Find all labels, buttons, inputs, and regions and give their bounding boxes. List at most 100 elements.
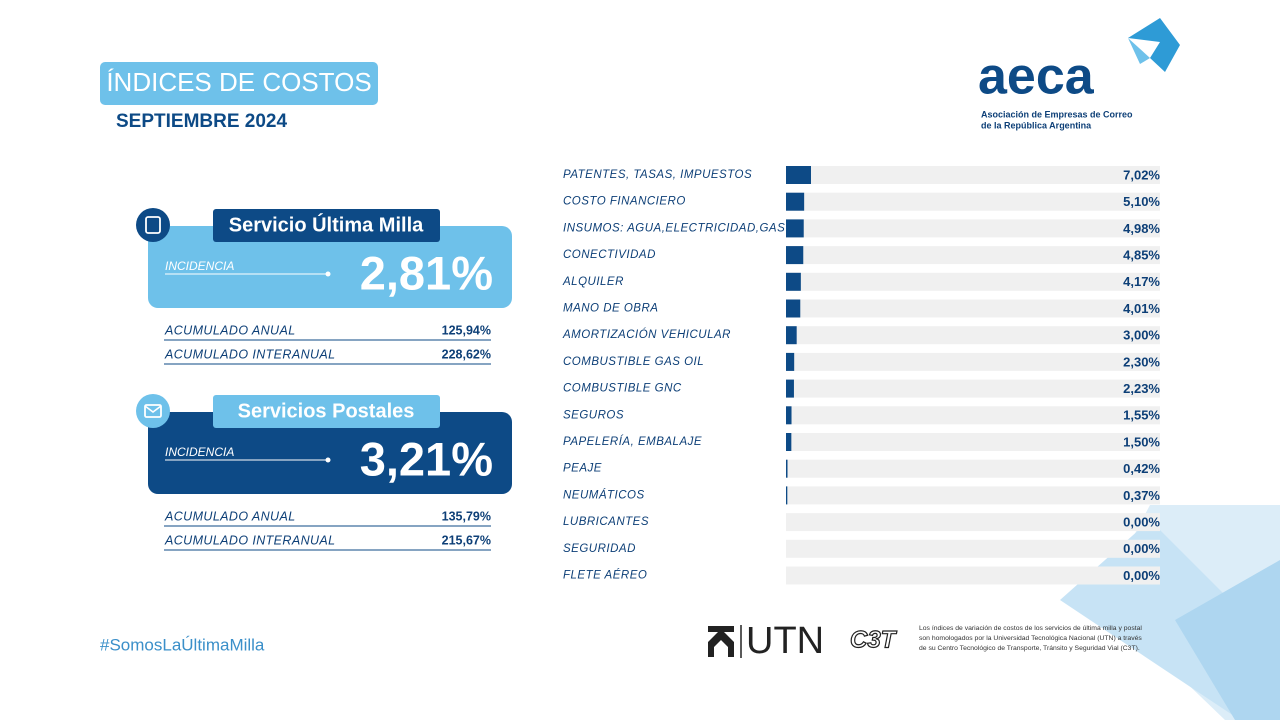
- card-icon: [136, 208, 170, 242]
- category-label: MANO DE OBRA: [563, 303, 658, 315]
- logo-line: de la República Argentina: [981, 120, 1092, 130]
- value-label: 3,00%: [1123, 328, 1160, 343]
- icon-shape: [145, 216, 161, 234]
- subtitle: SEPTIEMBRE 2024: [116, 111, 287, 132]
- utn-emblem: [708, 626, 734, 657]
- value-label: 2,23%: [1123, 381, 1160, 396]
- card-title: Servicios Postales: [238, 400, 415, 422]
- bar-track: [786, 433, 1160, 451]
- label-dot: [325, 271, 331, 277]
- value-label: 0,42%: [1123, 461, 1160, 476]
- row-value: 135,79%: [442, 509, 491, 523]
- row-label: ACUMULADO INTERANUAL: [164, 347, 336, 361]
- hashtag: #SomosLaÚltimaMilla: [100, 635, 265, 654]
- value-label: 0,00%: [1123, 515, 1160, 530]
- card-title: Servicio Última Milla: [229, 212, 424, 236]
- bar-chart: PATENTES, TASAS, IMPUESTOS 7,02% COSTO FIN…: [562, 166, 1160, 585]
- value-label: 1,50%: [1123, 434, 1160, 449]
- card-tab: [213, 209, 440, 242]
- card-label: INCIDENCIA: [165, 445, 234, 459]
- value-label: 0,00%: [1123, 568, 1160, 583]
- category-label: INSUMOS: AGUA,ELECTRICIDAD,GAS: [563, 222, 785, 234]
- bar: [786, 166, 811, 184]
- bar-track: [786, 219, 1160, 238]
- bar-track: [786, 459, 1160, 478]
- logo-mark: [1128, 18, 1180, 72]
- deco-shape: [1175, 560, 1280, 720]
- category-label: PATENTES, TASAS, IMPUESTOS: [563, 169, 752, 181]
- value-label: 4,85%: [1123, 248, 1160, 263]
- card: [148, 226, 512, 308]
- category-label: COMBUSTIBLE GAS OIL: [563, 356, 704, 368]
- card-value: 2,81%: [360, 246, 493, 299]
- bar: [786, 272, 801, 291]
- value-label: 5,10%: [1123, 194, 1160, 209]
- card-label: INCIDENCIA: [165, 259, 234, 273]
- bar-track: [786, 379, 1160, 398]
- category-label: NEUMÁTICOS: [563, 488, 645, 501]
- value-label: 0,37%: [1123, 488, 1160, 503]
- note-line: de su Centro Tecnológico de Transporte, …: [919, 645, 1140, 652]
- category-label: SEGUROS: [563, 409, 624, 421]
- icon-shape: [144, 404, 162, 418]
- category-label: PAPELERÍA, EMBALAJE: [563, 435, 702, 448]
- bar-track: [786, 192, 1160, 211]
- row-value: 228,62%: [442, 347, 491, 361]
- bar-track: [786, 272, 1160, 291]
- category-label: AMORTIZACIÓN VEHICULAR: [562, 328, 731, 341]
- category-label: LUBRICANTES: [563, 516, 649, 528]
- bar: [786, 219, 804, 238]
- category-label: COSTO FINANCIERO: [563, 196, 686, 208]
- category-label: ALQUILER: [562, 276, 624, 288]
- value-label: 7,02%: [1123, 167, 1160, 182]
- note-line: son homologados por la Universidad Tecno…: [919, 635, 1142, 642]
- bar: [786, 486, 788, 505]
- bar: [786, 246, 804, 265]
- note-line: Los índices de variación de costos de lo…: [919, 625, 1142, 632]
- card-value: 3,21%: [360, 432, 493, 485]
- bar-track: [786, 486, 1160, 505]
- row-value: 215,67%: [442, 533, 491, 547]
- utn-logo: UTN C3T: [708, 620, 898, 662]
- value-label: 0,00%: [1123, 541, 1160, 556]
- bar-track: [786, 326, 1160, 345]
- row-label: ACUMULADO ANUAL: [164, 323, 296, 337]
- bar-track: [786, 513, 1160, 532]
- bar: [786, 379, 794, 398]
- value-label: 4,98%: [1123, 221, 1160, 236]
- bar: [786, 192, 805, 211]
- bar: [786, 459, 788, 478]
- icon-shape: [144, 405, 162, 413]
- utn-text: UTN: [746, 620, 824, 662]
- row-label: ACUMULADO ANUAL: [164, 509, 296, 523]
- bar-track: [786, 406, 1160, 425]
- card-tab: [213, 395, 440, 428]
- value-label: 4,01%: [1123, 301, 1160, 316]
- row-value: 125,94%: [442, 323, 491, 337]
- bar-track: [786, 166, 1160, 184]
- bar: [786, 406, 792, 425]
- category-label: SEGURIDAD: [563, 543, 636, 555]
- bar: [786, 352, 795, 371]
- category-label: PEAJE: [563, 463, 602, 475]
- category-label: COMBUSTIBLE GNC: [563, 383, 682, 395]
- logo-mark: [1128, 38, 1150, 64]
- category-label: FLETE AÉREO: [563, 569, 647, 582]
- bar-track: [786, 299, 1160, 318]
- bar-track: [786, 352, 1160, 371]
- card: [148, 412, 512, 494]
- bar-track: [786, 246, 1160, 265]
- value-label: 1,55%: [1123, 408, 1160, 423]
- bar: [786, 433, 792, 451]
- label-dot: [325, 457, 331, 463]
- value-label: 2,30%: [1123, 354, 1160, 369]
- title: ÍNDICES DE COSTOS: [106, 67, 371, 97]
- bar-track: [786, 566, 1160, 585]
- value-label: 4,17%: [1123, 274, 1160, 289]
- bar-track: [786, 539, 1160, 558]
- bar: [786, 326, 797, 345]
- c3t-text: C3T: [850, 626, 898, 653]
